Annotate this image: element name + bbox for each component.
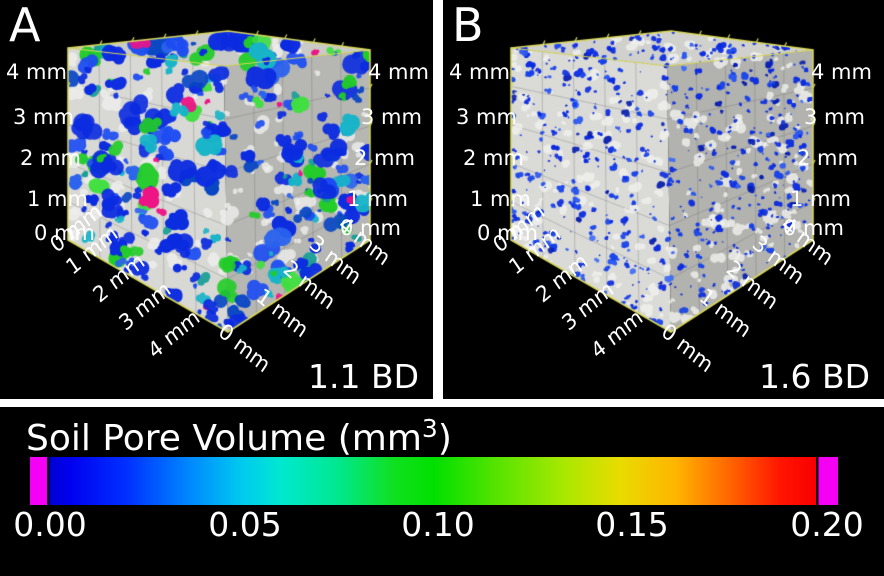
bulk-density-label-b: 1.6 BD — [758, 357, 870, 396]
colorbar-title: Soil Pore Volume (mm3) — [26, 415, 452, 459]
panel-a-label: A — [9, 0, 41, 52]
bulk-density-label-a: 1.1 BD — [307, 357, 419, 396]
colorbar-tick-0.00: 0.00 — [13, 505, 87, 544]
axis-tick-a-right-2mm: 2 mm — [354, 146, 415, 170]
axis-tick-a-left-3mm: 3 mm — [13, 105, 74, 129]
axis-tick-b-left-1mm: 1 mm — [470, 187, 531, 211]
axis-tick-a-right-3mm: 3 mm — [361, 105, 422, 129]
panel-b: B 4 mm 3 mm 2 mm 1 mm 0 mm 0 mm 1 mm 2 m… — [443, 0, 884, 399]
pore-render-cube-a — [0, 0, 433, 399]
axis-tick-b-left-4mm: 4 mm — [449, 60, 510, 84]
axis-tick-a-left-2mm: 2 mm — [20, 146, 81, 170]
axis-tick-b-right-2mm: 2 mm — [797, 146, 858, 170]
panel-a: A 4 mm 3 mm 2 mm 1 mm 0 mm 0 mm 1 mm 2 m… — [0, 0, 433, 399]
colorbar-gradient — [30, 457, 838, 505]
colorbar-title-superscript: 3 — [421, 414, 438, 443]
colorbar-tick-0.10: 0.10 — [401, 505, 475, 544]
axis-tick-a-left-4mm: 4 mm — [6, 60, 67, 84]
axis-tick-b-right-3mm: 3 mm — [804, 105, 865, 129]
panel-b-label: B — [452, 0, 484, 52]
axis-tick-b-right-0mm: 0 mm — [783, 216, 844, 240]
axis-tick-b-left-2mm: 2 mm — [463, 146, 524, 170]
axis-tick-b-left-3mm: 3 mm — [456, 105, 517, 129]
colorbar-tick-0.05: 0.05 — [208, 505, 282, 544]
axis-tick-a-right-4mm: 4 mm — [368, 60, 429, 84]
axis-tick-b-right-1mm: 1 mm — [790, 187, 851, 211]
pore-render-cube-b — [443, 0, 884, 399]
axis-tick-b-right-4mm: 4 mm — [811, 60, 872, 84]
colorbar-tick-0.20: 0.20 — [790, 505, 864, 544]
axis-tick-a-right-1mm: 1 mm — [347, 187, 408, 211]
axis-tick-a-left-1mm: 1 mm — [27, 187, 88, 211]
axis-tick-a-right-0mm: 0 mm — [340, 216, 401, 240]
colorbar-panel: Soil Pore Volume (mm3) 0.00 0.05 0.10 0.… — [0, 407, 884, 576]
colorbar-title-text: Soil Pore Volume (mm — [26, 418, 422, 459]
axis-tick-b-left-0mm: 0 mm — [477, 221, 538, 245]
axis-tick-a-left-0mm: 0 mm — [34, 221, 95, 245]
colorbar-tick-0.15: 0.15 — [595, 505, 669, 544]
colorbar-title-close: ) — [437, 418, 452, 459]
